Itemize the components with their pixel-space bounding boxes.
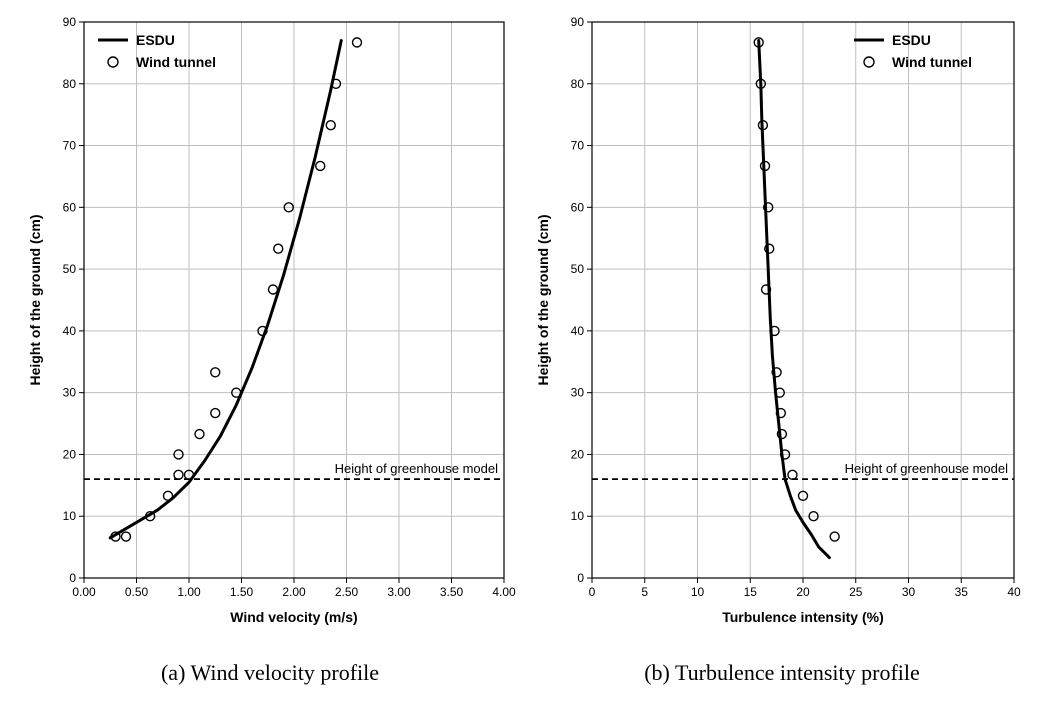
svg-text:30: 30: [571, 386, 585, 400]
svg-text:0: 0: [589, 585, 596, 599]
svg-text:0.50: 0.50: [125, 585, 149, 599]
svg-text:60: 60: [571, 200, 585, 214]
svg-text:20: 20: [796, 585, 810, 599]
svg-text:80: 80: [571, 77, 585, 91]
svg-text:10: 10: [571, 509, 585, 523]
svg-text:50: 50: [571, 262, 585, 276]
svg-text:Height of the ground (cm): Height of the ground (cm): [27, 214, 43, 385]
svg-text:3.00: 3.00: [387, 585, 411, 599]
svg-text:10: 10: [63, 509, 77, 523]
svg-text:15: 15: [744, 585, 758, 599]
svg-text:4.00: 4.00: [492, 585, 516, 599]
svg-text:30: 30: [63, 386, 77, 400]
svg-text:90: 90: [571, 15, 585, 29]
svg-text:40: 40: [1007, 585, 1021, 599]
svg-text:70: 70: [571, 139, 585, 153]
svg-text:90: 90: [63, 15, 77, 29]
svg-text:Wind tunnel: Wind tunnel: [136, 54, 216, 70]
svg-text:ESDU: ESDU: [136, 32, 175, 48]
svg-text:80: 80: [63, 77, 77, 91]
svg-text:0: 0: [69, 571, 76, 585]
svg-text:2.50: 2.50: [335, 585, 359, 599]
svg-text:1.50: 1.50: [230, 585, 254, 599]
svg-text:40: 40: [571, 324, 585, 338]
svg-text:25: 25: [849, 585, 863, 599]
svg-text:Wind velocity (m/s): Wind velocity (m/s): [230, 609, 357, 625]
svg-text:1.00: 1.00: [177, 585, 201, 599]
svg-text:ESDU: ESDU: [892, 32, 931, 48]
svg-text:20: 20: [571, 447, 585, 461]
svg-text:30: 30: [902, 585, 916, 599]
svg-text:2.00: 2.00: [282, 585, 306, 599]
svg-text:Height of the ground (cm): Height of the ground (cm): [535, 214, 551, 385]
svg-text:Wind tunnel: Wind tunnel: [892, 54, 972, 70]
svg-text:5: 5: [641, 585, 648, 599]
caption-b: (b) Turbulence intensity profile: [532, 660, 1032, 686]
svg-text:70: 70: [63, 139, 77, 153]
svg-text:50: 50: [63, 262, 77, 276]
panel-a: 0.00 0.50 1.00 1.50 2.00 2.50 3.00 3.50 4.00 0 10 2…: [18, 10, 522, 640]
svg-text:60: 60: [63, 200, 77, 214]
svg-text:Height of greenhouse model: Height of greenhouse model: [845, 461, 1008, 476]
svg-text:40: 40: [63, 324, 77, 338]
svg-text:10: 10: [691, 585, 705, 599]
panel-b: 0 5 10 15 20 25 30 35 40 0 10 20 30 40 50 60 70 80 90 Turbu…: [532, 10, 1032, 640]
svg-text:3.50: 3.50: [440, 585, 464, 599]
caption-a: (a) Wind velocity profile: [18, 660, 522, 686]
svg-text:Height of greenhouse model: Height of greenhouse model: [335, 461, 498, 476]
svg-text:35: 35: [955, 585, 969, 599]
svg-text:Turbulence intensity (%): Turbulence intensity (%): [722, 609, 884, 625]
svg-text:0.00: 0.00: [72, 585, 96, 599]
svg-text:0: 0: [577, 571, 584, 585]
svg-text:20: 20: [63, 447, 77, 461]
